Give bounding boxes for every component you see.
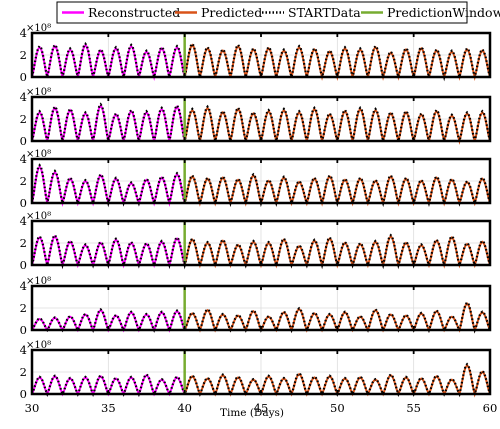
y-exponent-label: ×10⁸ xyxy=(26,87,51,98)
y-tick-label: 0 xyxy=(20,134,27,148)
y-tick-label: 4 xyxy=(20,90,27,104)
x-tick-label: 45 xyxy=(254,401,269,415)
x-tick-label: 30 xyxy=(25,401,40,415)
y-exponent-label: ×10⁸ xyxy=(26,211,51,222)
legend: Reconstructed Predicted STARTData Predic… xyxy=(56,1,500,24)
x-tick-label: 60 xyxy=(483,401,498,415)
y-tick-label: 0 xyxy=(20,196,27,210)
panel-1: 0 2 4 ×10⁸ xyxy=(20,23,492,84)
y-tick-label: 0 xyxy=(20,387,27,401)
x-tick-label: 35 xyxy=(101,401,116,415)
legend-label-reconstructed: Reconstructed xyxy=(88,5,180,20)
y-exponent-label: ×10⁸ xyxy=(26,149,51,160)
y-tick-label: 4 xyxy=(20,343,27,357)
y-tick-label: 0 xyxy=(20,323,27,337)
y-exponent-label: ×10⁸ xyxy=(26,340,51,351)
y-tick-label: 0 xyxy=(20,258,27,272)
panel-5: 0 2 4 ×10⁸ xyxy=(20,276,492,337)
x-tick-label: 40 xyxy=(177,401,192,415)
y-tick-label: 2 xyxy=(20,48,27,62)
y-tick-label: 2 xyxy=(20,365,27,379)
y-tick-label: 4 xyxy=(20,152,27,166)
y-tick-label: 2 xyxy=(20,236,27,250)
x-axis: 30 35 40 45 50 55 60 xyxy=(25,401,498,415)
x-axis-label: Time (Days) xyxy=(220,407,284,419)
y-tick-label: 4 xyxy=(20,279,27,293)
legend-label-predictionwindow: PredictionWindow xyxy=(387,5,500,20)
panel-2: 0 2 4 ×10⁸ xyxy=(20,87,492,148)
legend-label-predicted: Predicted xyxy=(201,5,262,20)
x-tick-label: 50 xyxy=(330,401,345,415)
x-tick-label: 55 xyxy=(406,401,421,415)
y-tick-label: 2 xyxy=(20,112,27,126)
y-tick-label: 0 xyxy=(20,70,27,84)
y-exponent-label: ×10⁸ xyxy=(26,276,51,287)
y-tick-label: 2 xyxy=(20,301,27,315)
panel-6: 0 2 4 ×10⁸ xyxy=(20,340,492,401)
panel-4: 0 2 4 ×10⁸ xyxy=(20,211,492,272)
y-tick-label: 4 xyxy=(20,26,27,40)
y-exponent-label: ×10⁸ xyxy=(26,23,51,34)
y-tick-label: 4 xyxy=(20,214,27,228)
legend-label-startdata: STARTData xyxy=(288,5,361,20)
y-tick-label: 2 xyxy=(20,174,27,188)
panel-3: 0 2 4 ×10⁸ xyxy=(20,149,492,210)
